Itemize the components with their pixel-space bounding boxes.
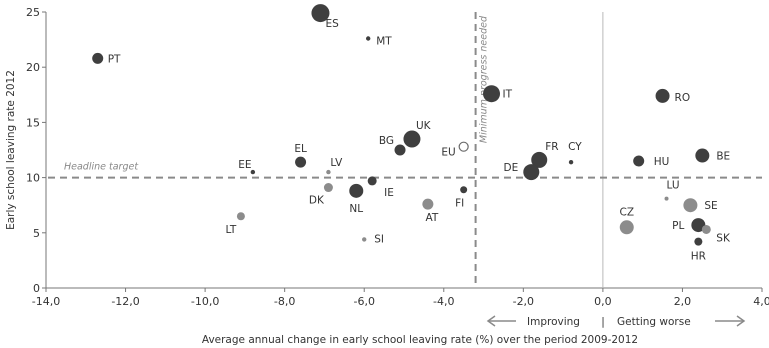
point-es (311, 4, 330, 23)
point-eu (458, 141, 469, 152)
point-mt (366, 36, 371, 41)
point-cz (619, 220, 634, 235)
improving-label: Improving (527, 316, 580, 328)
point-de (523, 164, 540, 181)
y-tick-label: 0 (33, 282, 40, 295)
point-fr (531, 151, 548, 168)
point-ie (367, 176, 377, 186)
y-axis-title: Early school leaving rate 2012 (5, 70, 17, 230)
point-el (295, 156, 307, 168)
point-lu (664, 196, 669, 201)
point-label-de: DE (504, 162, 519, 174)
point-at (422, 198, 434, 210)
y-tick-label: 10 (26, 172, 40, 185)
y-tick-label: 20 (26, 61, 40, 74)
point-fi (460, 186, 468, 194)
x-tick-label: -8,0 (274, 295, 295, 308)
point-label-hu: HU (654, 156, 670, 168)
improving-arrow-head (486, 315, 496, 327)
y-tick-label: 25 (26, 6, 40, 19)
point-it (483, 85, 501, 103)
point-hr (694, 237, 703, 246)
point-label-cz: CZ (619, 206, 634, 218)
point-label-es: ES (325, 18, 339, 30)
point-label-lv: LV (330, 157, 343, 169)
x-tick-label: -2,0 (513, 295, 534, 308)
point-label-bg: BG (379, 135, 394, 147)
point-bg (394, 144, 406, 156)
point-lt (236, 212, 245, 221)
point-se (683, 198, 698, 213)
headline-target-label: Headline target (64, 162, 139, 173)
x-tick-label: -14,0 (32, 295, 60, 308)
point-ee (250, 169, 256, 175)
getting-worse-label: Getting worse (617, 316, 691, 328)
point-lv (326, 169, 331, 175)
point-label-lu: LU (667, 180, 680, 192)
point-label-se: SE (704, 200, 717, 212)
direction-separator: | (601, 316, 605, 328)
y-tick-label: 5 (33, 227, 40, 240)
point-label-it: IT (503, 89, 513, 101)
point-label-fr: FR (545, 141, 558, 153)
point-label-ie: IE (384, 187, 394, 199)
point-label-pt: PT (108, 53, 121, 65)
point-label-mt: MT (376, 35, 392, 47)
points-layer (92, 4, 711, 246)
point-label-ro: RO (675, 92, 691, 104)
worse-arrow-head (736, 315, 746, 327)
point-label-eu: EU (441, 147, 455, 159)
point-labels-layer: ES MT PT IT RO UK BG EU FR DE CY HU BE EL LV EE DK NL IE AT… (108, 18, 731, 263)
x-axis-title: Average annual change in early school le… (202, 334, 638, 346)
point-label-el: EL (294, 143, 307, 155)
point-be (695, 148, 710, 163)
point-nl (349, 183, 364, 198)
point-label-sk: SK (716, 232, 731, 244)
point-label-fi: FI (455, 198, 464, 210)
point-uk (403, 130, 421, 148)
x-tick-label: 4,0 (753, 295, 769, 308)
point-ro (655, 88, 670, 103)
point-label-at: AT (425, 212, 438, 224)
axes-layer: 0 5 10 15 20 25 -14,0 -12,0 -10,0 -8,0 -6,0 -4,0 -2,… (26, 6, 769, 308)
x-tick-label: -4,0 (433, 295, 454, 308)
x-tick-label: -6,0 (353, 295, 374, 308)
point-label-be: BE (716, 151, 730, 163)
y-tick-label: 15 (26, 116, 40, 129)
point-label-si: SI (374, 233, 384, 245)
point-hu (633, 155, 645, 167)
x-tick-label: 2,0 (674, 295, 692, 308)
minimum-progress-label: Minimum progress needed (479, 15, 490, 143)
point-label-cy: CY (568, 141, 582, 153)
point-label-pl: PL (672, 220, 684, 232)
x-tick-label: -12,0 (111, 295, 139, 308)
point-label-nl: NL (349, 203, 363, 215)
chart-text-layer: Early school leaving rate 2012 Improving |… (5, 70, 746, 346)
point-sk (701, 224, 711, 234)
point-cy (568, 159, 574, 165)
x-tick-label: 0,0 (594, 295, 612, 308)
point-pt (92, 52, 104, 64)
point-label-hr: HR (691, 251, 706, 263)
point-label-lt: LT (225, 224, 236, 236)
reference-lines-layer: Headline target Minimum progress needed (48, 12, 762, 288)
point-label-dk: DK (309, 195, 325, 207)
point-label-ee: EE (238, 159, 251, 171)
point-pl (691, 218, 706, 233)
point-dk (323, 183, 333, 193)
point-si (362, 237, 367, 242)
x-tick-label: -10,0 (191, 295, 219, 308)
point-label-uk: UK (416, 120, 432, 132)
